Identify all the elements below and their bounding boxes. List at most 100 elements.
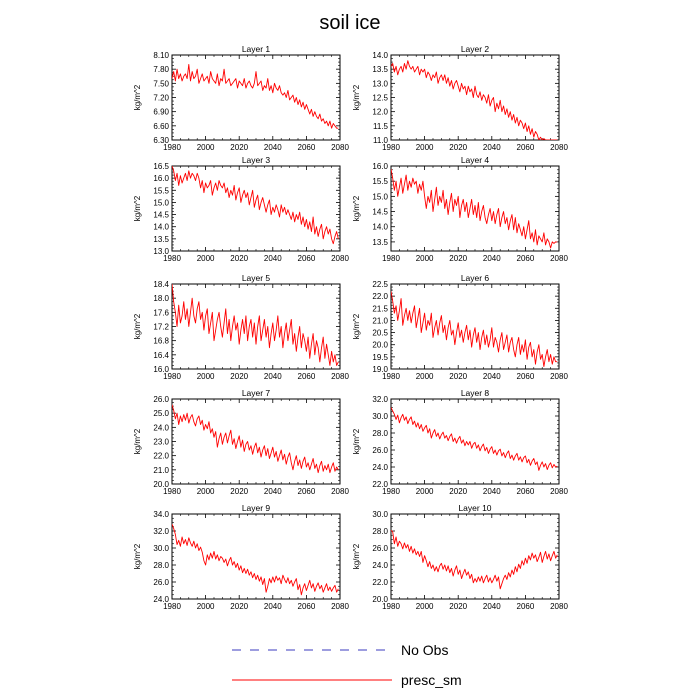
x-tick-label: 2000 [416,602,434,611]
panel-title: Layer 8 [461,388,490,398]
y-tick-label: 26.0 [153,395,169,404]
y-tick-label: 32.0 [372,395,388,404]
y-tick-label: 30.0 [372,510,388,519]
x-tick-label: 2020 [449,372,467,381]
x-tick-label: 2060 [298,372,316,381]
y-tick-label: 15.5 [153,186,169,195]
y-axis-label: kg/m^2 [352,195,361,221]
plot-frame [171,513,341,600]
x-tick-label: 2020 [449,254,467,263]
plot-frame [171,398,341,485]
y-tick-label: 25.0 [153,409,169,418]
y-tick-label: 14.5 [372,208,388,217]
panel-layer-7: Layer 7 1980 2000 2020 2040 2060 2080 20.0 21.0 2… [133,388,349,496]
x-tick-label: 2040 [264,602,282,611]
x-tick-label: 1980 [163,143,181,152]
x-tick-label: 1980 [382,143,400,152]
panel-title: Layer 6 [461,273,490,283]
x-tick-label: 2020 [449,143,467,152]
y-tick-label: 20.0 [372,341,388,350]
x-tick-label: 1980 [163,372,181,381]
y-axis-label: kg/m^2 [352,428,361,454]
series-line [172,166,339,245]
y-axis-label: kg/m^2 [133,428,142,454]
plot-frame [390,398,560,485]
y-tick-label: 21.0 [153,466,169,475]
y-tick-label: 26.0 [153,578,169,587]
x-tick-label: 2040 [264,143,282,152]
y-axis-label: kg/m^2 [352,543,361,569]
panel-title: Layer 1 [242,44,271,54]
panel-layer-10: Layer 10 1980 2000 2020 2040 2060 2080 20.0 22.0… [352,503,568,611]
y-axis-label: kg/m^2 [352,84,361,110]
y-tick-label: 13.5 [372,238,388,247]
y-tick-label: 14.0 [372,223,388,232]
y-tick-label: 18.0 [153,294,169,303]
x-tick-label: 2080 [550,487,568,496]
panel-title: Layer 7 [242,388,271,398]
x-tick-label: 2040 [483,372,501,381]
x-tick-label: 2060 [517,143,535,152]
y-tick-label: 16.0 [153,174,169,183]
y-tick-label: 20.5 [372,329,388,338]
y-axis-label: kg/m^2 [133,543,142,569]
x-tick-label: 2020 [230,372,248,381]
y-tick-label: 16.8 [153,337,169,346]
x-tick-label: 2000 [416,372,434,381]
x-tick-label: 2040 [264,372,282,381]
y-tick-label: 13.0 [153,247,169,256]
y-tick-label: 20.0 [372,595,388,604]
x-tick-label: 2080 [550,254,568,263]
y-tick-label: 26.0 [372,446,388,455]
y-tick-label: 6.60 [153,122,169,131]
x-tick-label: 2020 [449,602,467,611]
x-tick-label: 2060 [517,602,535,611]
plot-frame [171,54,341,141]
series-line [172,524,339,596]
x-tick-label: 2080 [331,372,349,381]
x-tick-label: 2060 [298,254,316,263]
series-line [172,284,339,366]
x-tick-label: 2020 [230,254,248,263]
x-tick-label: 2040 [483,487,501,496]
panel-layer-6: Layer 6 1980 2000 2020 2040 2060 2080 19.0 19.5 2… [352,273,568,381]
y-tick-label: 14.5 [153,211,169,220]
y-tick-label: 13.5 [153,235,169,244]
x-tick-label: 2080 [550,143,568,152]
y-tick-label: 23.0 [153,438,169,447]
panels: Layer 1 1980 2000 2020 2040 2060 2080 6.30 6.60 6… [133,44,568,611]
y-tick-label: 28.0 [153,561,169,570]
y-tick-label: 19.5 [372,353,388,362]
y-tick-label: 6.90 [153,108,169,117]
x-tick-label: 2000 [197,254,215,263]
y-tick-label: 13.5 [372,65,388,74]
x-tick-label: 2040 [264,487,282,496]
y-tick-label: 16.0 [153,365,169,374]
series-line [172,404,339,474]
x-tick-label: 2000 [197,602,215,611]
x-tick-label: 2020 [230,487,248,496]
x-tick-label: 2060 [298,487,316,496]
x-tick-label: 1980 [382,254,400,263]
y-tick-label: 22.0 [372,292,388,301]
series-line [391,60,558,140]
x-tick-label: 2000 [416,143,434,152]
y-axis-label: kg/m^2 [133,84,142,110]
y-tick-label: 16.5 [153,162,169,171]
y-tick-label: 16.4 [153,351,169,360]
x-tick-label: 2060 [517,372,535,381]
y-tick-label: 14.0 [153,223,169,232]
panel-title: Layer 4 [461,155,490,165]
y-tick-label: 24.0 [372,463,388,472]
x-tick-label: 2020 [230,602,248,611]
panel-layer-8: Layer 8 1980 2000 2020 2040 2060 2080 22.0 24.0 2… [352,388,568,496]
panel-layer-2: Layer 2 1980 2000 2020 2040 2060 2080 11.0 11.5 1… [352,44,568,152]
y-tick-label: 24.0 [153,423,169,432]
panel-title: Layer 5 [242,273,271,283]
series-line [391,407,558,471]
series-line [172,63,339,129]
x-tick-label: 1980 [382,602,400,611]
x-tick-label: 2080 [331,487,349,496]
y-tick-label: 22.0 [372,480,388,489]
